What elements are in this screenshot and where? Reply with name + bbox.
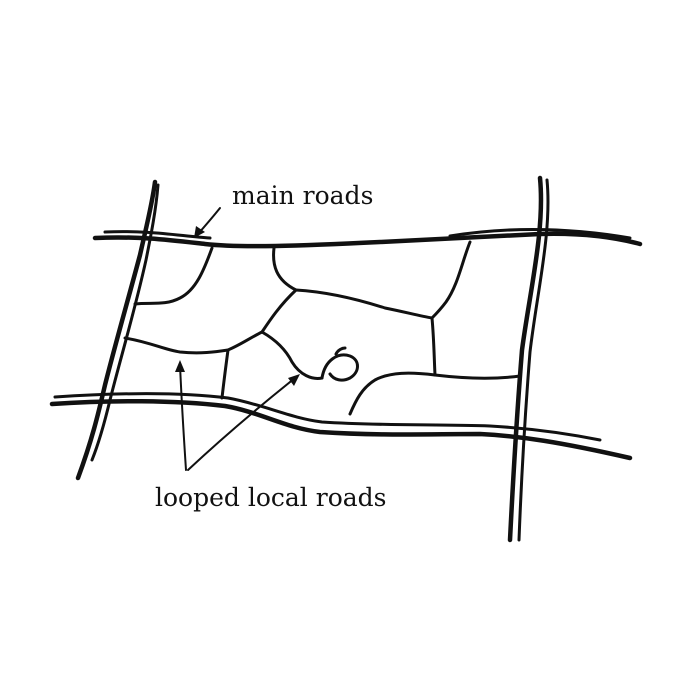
- local-roads-arrowhead-right: [288, 374, 300, 386]
- looped-local-roads-label: looped local roads: [155, 483, 386, 512]
- main-road-middle: [49, 398, 633, 461]
- local-road-g: [430, 240, 472, 320]
- local-road-i: [433, 373, 522, 380]
- main-roads-label: main roads: [232, 181, 373, 210]
- local-road-j: [348, 371, 437, 416]
- local-roads-arrow-left: [179, 364, 187, 471]
- main-roads: [49, 175, 643, 543]
- main-road-left-diagonal-parallel: [90, 183, 160, 462]
- looped-local-roads: [123, 240, 522, 416]
- local-road-d: [260, 246, 298, 334]
- local-road-e: [260, 330, 324, 380]
- main-road-top: [92, 231, 643, 249]
- local-road-a: [133, 246, 214, 306]
- main-road-left-diagonal: [75, 179, 158, 481]
- main-road-right-vertical: [507, 175, 544, 543]
- main-road-right-vertical-parallel: [517, 178, 550, 542]
- main-road-top-parallel: [103, 228, 632, 240]
- local-road-loop: [320, 353, 359, 382]
- local-road-loop-stub: [334, 346, 347, 356]
- local-roads-arrowhead-left: [175, 360, 185, 372]
- local-road-h: [430, 316, 437, 377]
- local-road-f: [294, 288, 434, 320]
- local-roads-arrow-right: [187, 377, 296, 471]
- local-road-c: [220, 348, 230, 400]
- main-roads-arrowhead: [194, 226, 205, 238]
- annotation-arrows: [175, 207, 300, 471]
- local-road-b: [123, 330, 264, 355]
